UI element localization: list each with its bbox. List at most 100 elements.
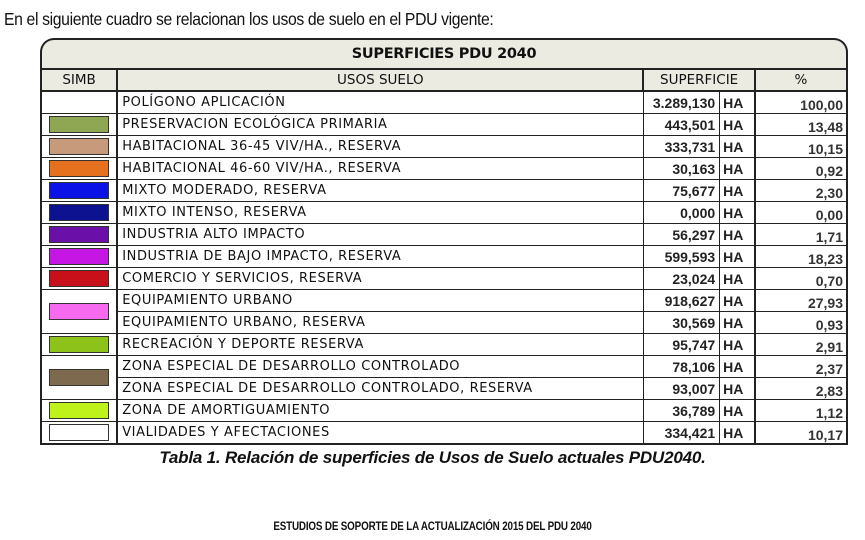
area-unit: HA xyxy=(719,333,756,356)
percentage: 27,93 xyxy=(754,289,849,312)
area-value: 3.289,130 xyxy=(642,90,721,114)
table-row: HABITACIONAL 46-60 VIV/HA., RESERVA 30,16… xyxy=(39,157,849,180)
color-swatch-icon xyxy=(49,204,110,221)
table-row: HABITACIONAL 36-45 VIV/HA., RESERVA 333,7… xyxy=(39,135,849,158)
area-unit: HA xyxy=(719,289,756,312)
land-use-name: EQUIPAMIENTO URBANO xyxy=(116,289,644,312)
area-unit: HA xyxy=(719,245,756,268)
table-row: INDUSTRIA DE BAJO IMPACTO, RESERVA 599,59… xyxy=(39,245,849,268)
symbol-cell xyxy=(39,179,118,202)
percentage: 2,30 xyxy=(754,179,849,202)
percentage: 10,15 xyxy=(754,135,849,158)
land-use-name: INDUSTRIA ALTO IMPACTO xyxy=(116,223,644,246)
symbol-cell xyxy=(39,267,118,290)
page-footer: ESTUDIOS DE SOPORTE DE LA ACTUALIZACIÓN … xyxy=(273,519,592,533)
table-row: ZONA DE AMORTIGUAMIENTO 36,789 HA 1,12 xyxy=(39,399,849,422)
area-unit: HA xyxy=(719,113,756,136)
percentage: 13,48 xyxy=(754,113,849,136)
area-value: 599,593 xyxy=(642,245,721,268)
table-row: EQUIPAMIENTO URBANO, RESERVA 30,569 HA 0,93 xyxy=(41,311,849,334)
symbol-cell xyxy=(39,333,118,356)
intro-text: En el siguiente cuadro se relacionan los… xyxy=(4,9,494,29)
color-swatch-icon xyxy=(49,138,110,155)
percentage: 2,37 xyxy=(754,355,849,378)
area-unit: HA xyxy=(719,135,756,158)
color-swatch-icon xyxy=(49,303,110,320)
table-row: ZONA ESPECIAL DE DESARROLLO CONTROLADO 78… xyxy=(39,355,849,400)
land-use-name: POLÍGONO APLICACIÓN xyxy=(116,90,644,114)
area-unit: HA xyxy=(719,355,756,378)
table-row: VIALIDADES Y AFECTACIONES 334,421 HA 10,17 xyxy=(39,421,849,445)
percentage: 2,83 xyxy=(754,377,849,400)
area-unit: HA xyxy=(719,311,756,334)
area-unit: HA xyxy=(719,201,756,224)
area-unit: HA xyxy=(719,90,756,114)
header-usos: USOS SUELO xyxy=(116,68,645,92)
table-row: MIXTO MODERADO, RESERVA 75,677 HA 2,30 xyxy=(39,179,849,202)
table-body: POLÍGONO APLICACIÓN 3.289,130 HA 100,00 PRES… xyxy=(39,90,849,445)
land-use-name: EQUIPAMIENTO URBANO, RESERVA xyxy=(116,311,644,334)
land-use-name: ZONA DE AMORTIGUAMIENTO xyxy=(116,399,644,422)
color-swatch-icon xyxy=(49,248,110,265)
area-value: 93,007 xyxy=(642,377,721,400)
land-use-name: HABITACIONAL 36-45 VIV/HA., RESERVA xyxy=(116,135,644,158)
symbol-cell xyxy=(39,113,118,136)
area-unit: HA xyxy=(719,179,756,202)
area-unit: HA xyxy=(719,223,756,246)
symbol-cell xyxy=(39,289,118,334)
color-swatch-icon xyxy=(49,402,110,419)
area-value: 75,677 xyxy=(642,179,721,202)
area-value: 334,421 xyxy=(642,421,721,445)
header-row: SIMB USOS SUELO SUPERFICIE % xyxy=(39,68,849,92)
area-value: 30,163 xyxy=(642,157,721,180)
color-swatch-icon xyxy=(49,270,110,287)
percentage: 0,70 xyxy=(754,267,849,290)
area-value: 30,569 xyxy=(642,311,721,334)
table-row: RECREACIÓN Y DEPORTE RESERVA 95,747 HA 2,91 xyxy=(39,333,849,356)
symbol-cell xyxy=(39,399,118,422)
color-swatch-icon xyxy=(49,182,110,199)
symbol-cell xyxy=(39,245,118,268)
land-use-name: HABITACIONAL 46-60 VIV/HA., RESERVA xyxy=(116,157,644,180)
symbol-cell xyxy=(39,90,118,114)
color-swatch-icon xyxy=(49,116,110,133)
land-use-name: MIXTO INTENSO, RESERVA xyxy=(116,201,644,224)
land-use-name: COMERCIO Y SERVICIOS, RESERVA xyxy=(116,267,644,290)
percentage: 0,93 xyxy=(754,311,849,334)
area-value: 23,024 xyxy=(642,267,721,290)
symbol-cell xyxy=(39,135,118,158)
table-row: POLÍGONO APLICACIÓN 3.289,130 HA 100,00 xyxy=(39,90,849,114)
area-value: 95,747 xyxy=(642,333,721,356)
percentage: 18,23 xyxy=(754,245,849,268)
land-use-name: VIALIDADES Y AFECTACIONES xyxy=(116,421,644,445)
area-value: 443,501 xyxy=(642,113,721,136)
table-row: ZONA ESPECIAL DE DESARROLLO CONTROLADO, … xyxy=(41,377,849,400)
table-row: COMERCIO Y SERVICIOS, RESERVA 23,024 HA 0,7… xyxy=(39,267,849,290)
land-use-table: SUPERFICIES PDU 2040 SIMB USOS SUELO SUP… xyxy=(39,38,849,445)
percentage: 1,71 xyxy=(754,223,849,246)
land-use-name: INDUSTRIA DE BAJO IMPACTO, RESERVA xyxy=(116,245,644,268)
area-value: 56,297 xyxy=(642,223,721,246)
land-use-name: PRESERVACION ECOLÓGICA PRIMARIA xyxy=(116,113,644,136)
color-swatch-icon xyxy=(49,336,110,353)
table-row: MIXTO INTENSO, RESERVA 0,000 HA 0,00 xyxy=(39,201,849,224)
area-unit: HA xyxy=(719,377,756,400)
land-use-name: ZONA ESPECIAL DE DESARROLLO CONTROLADO, … xyxy=(116,377,644,400)
header-superficie: SUPERFICIE xyxy=(642,68,756,92)
symbol-cell xyxy=(39,223,118,246)
area-value: 78,106 xyxy=(642,355,721,378)
table-row: INDUSTRIA ALTO IMPACTO 56,297 HA 1,71 xyxy=(39,223,849,246)
area-value: 36,789 xyxy=(642,399,721,422)
header-pct: % xyxy=(753,68,849,92)
percentage: 2,91 xyxy=(754,333,849,356)
area-value: 333,731 xyxy=(642,135,721,158)
color-swatch-icon xyxy=(49,160,110,177)
table-title: SUPERFICIES PDU 2040 xyxy=(40,38,848,68)
percentage: 0,00 xyxy=(754,201,849,224)
area-unit: HA xyxy=(719,421,756,445)
area-value: 0,000 xyxy=(642,201,721,224)
table-row: EQUIPAMIENTO URBANO 918,627 HA 27,93 xyxy=(39,289,849,334)
area-unit: HA xyxy=(719,399,756,422)
color-swatch-icon xyxy=(49,424,110,441)
area-value: 918,627 xyxy=(642,289,721,312)
